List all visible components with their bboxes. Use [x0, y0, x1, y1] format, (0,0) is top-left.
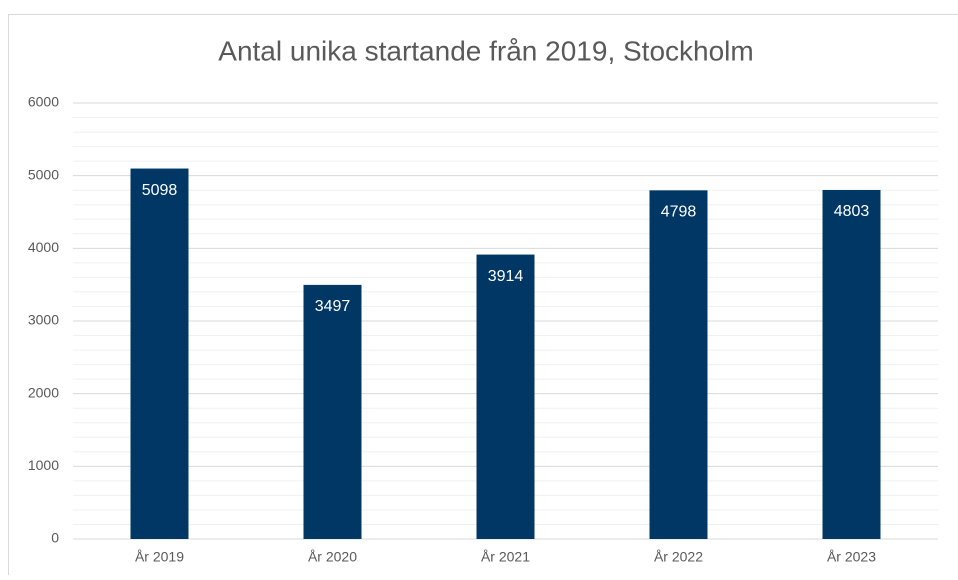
y-tick-label: 3000	[28, 312, 59, 328]
bar	[650, 190, 708, 539]
data-label: 3914	[488, 268, 524, 285]
data-label: 3497	[315, 298, 351, 315]
bar	[477, 255, 535, 539]
bar	[131, 169, 189, 539]
data-label: 5098	[142, 182, 178, 199]
y-tick-label: 0	[51, 530, 59, 546]
y-tick-label: 1000	[28, 457, 59, 473]
y-tick-label: 5000	[28, 166, 59, 182]
x-tick-label: År 2023	[827, 549, 876, 565]
x-tick-label: År 2022	[654, 549, 703, 565]
y-tick-label: 4000	[28, 239, 59, 255]
x-tick-label: År 2020	[308, 549, 357, 565]
y-tick-label: 2000	[28, 384, 59, 400]
bar	[304, 285, 362, 539]
bar	[823, 190, 881, 539]
data-label: 4798	[661, 204, 697, 221]
data-label: 4803	[834, 203, 870, 220]
chart-title: Antal unika startande från 2019, Stockho…	[218, 35, 753, 66]
x-tick-label: År 2019	[135, 549, 184, 565]
y-tick-label: 6000	[28, 94, 59, 110]
x-tick-label: År 2021	[481, 549, 530, 565]
